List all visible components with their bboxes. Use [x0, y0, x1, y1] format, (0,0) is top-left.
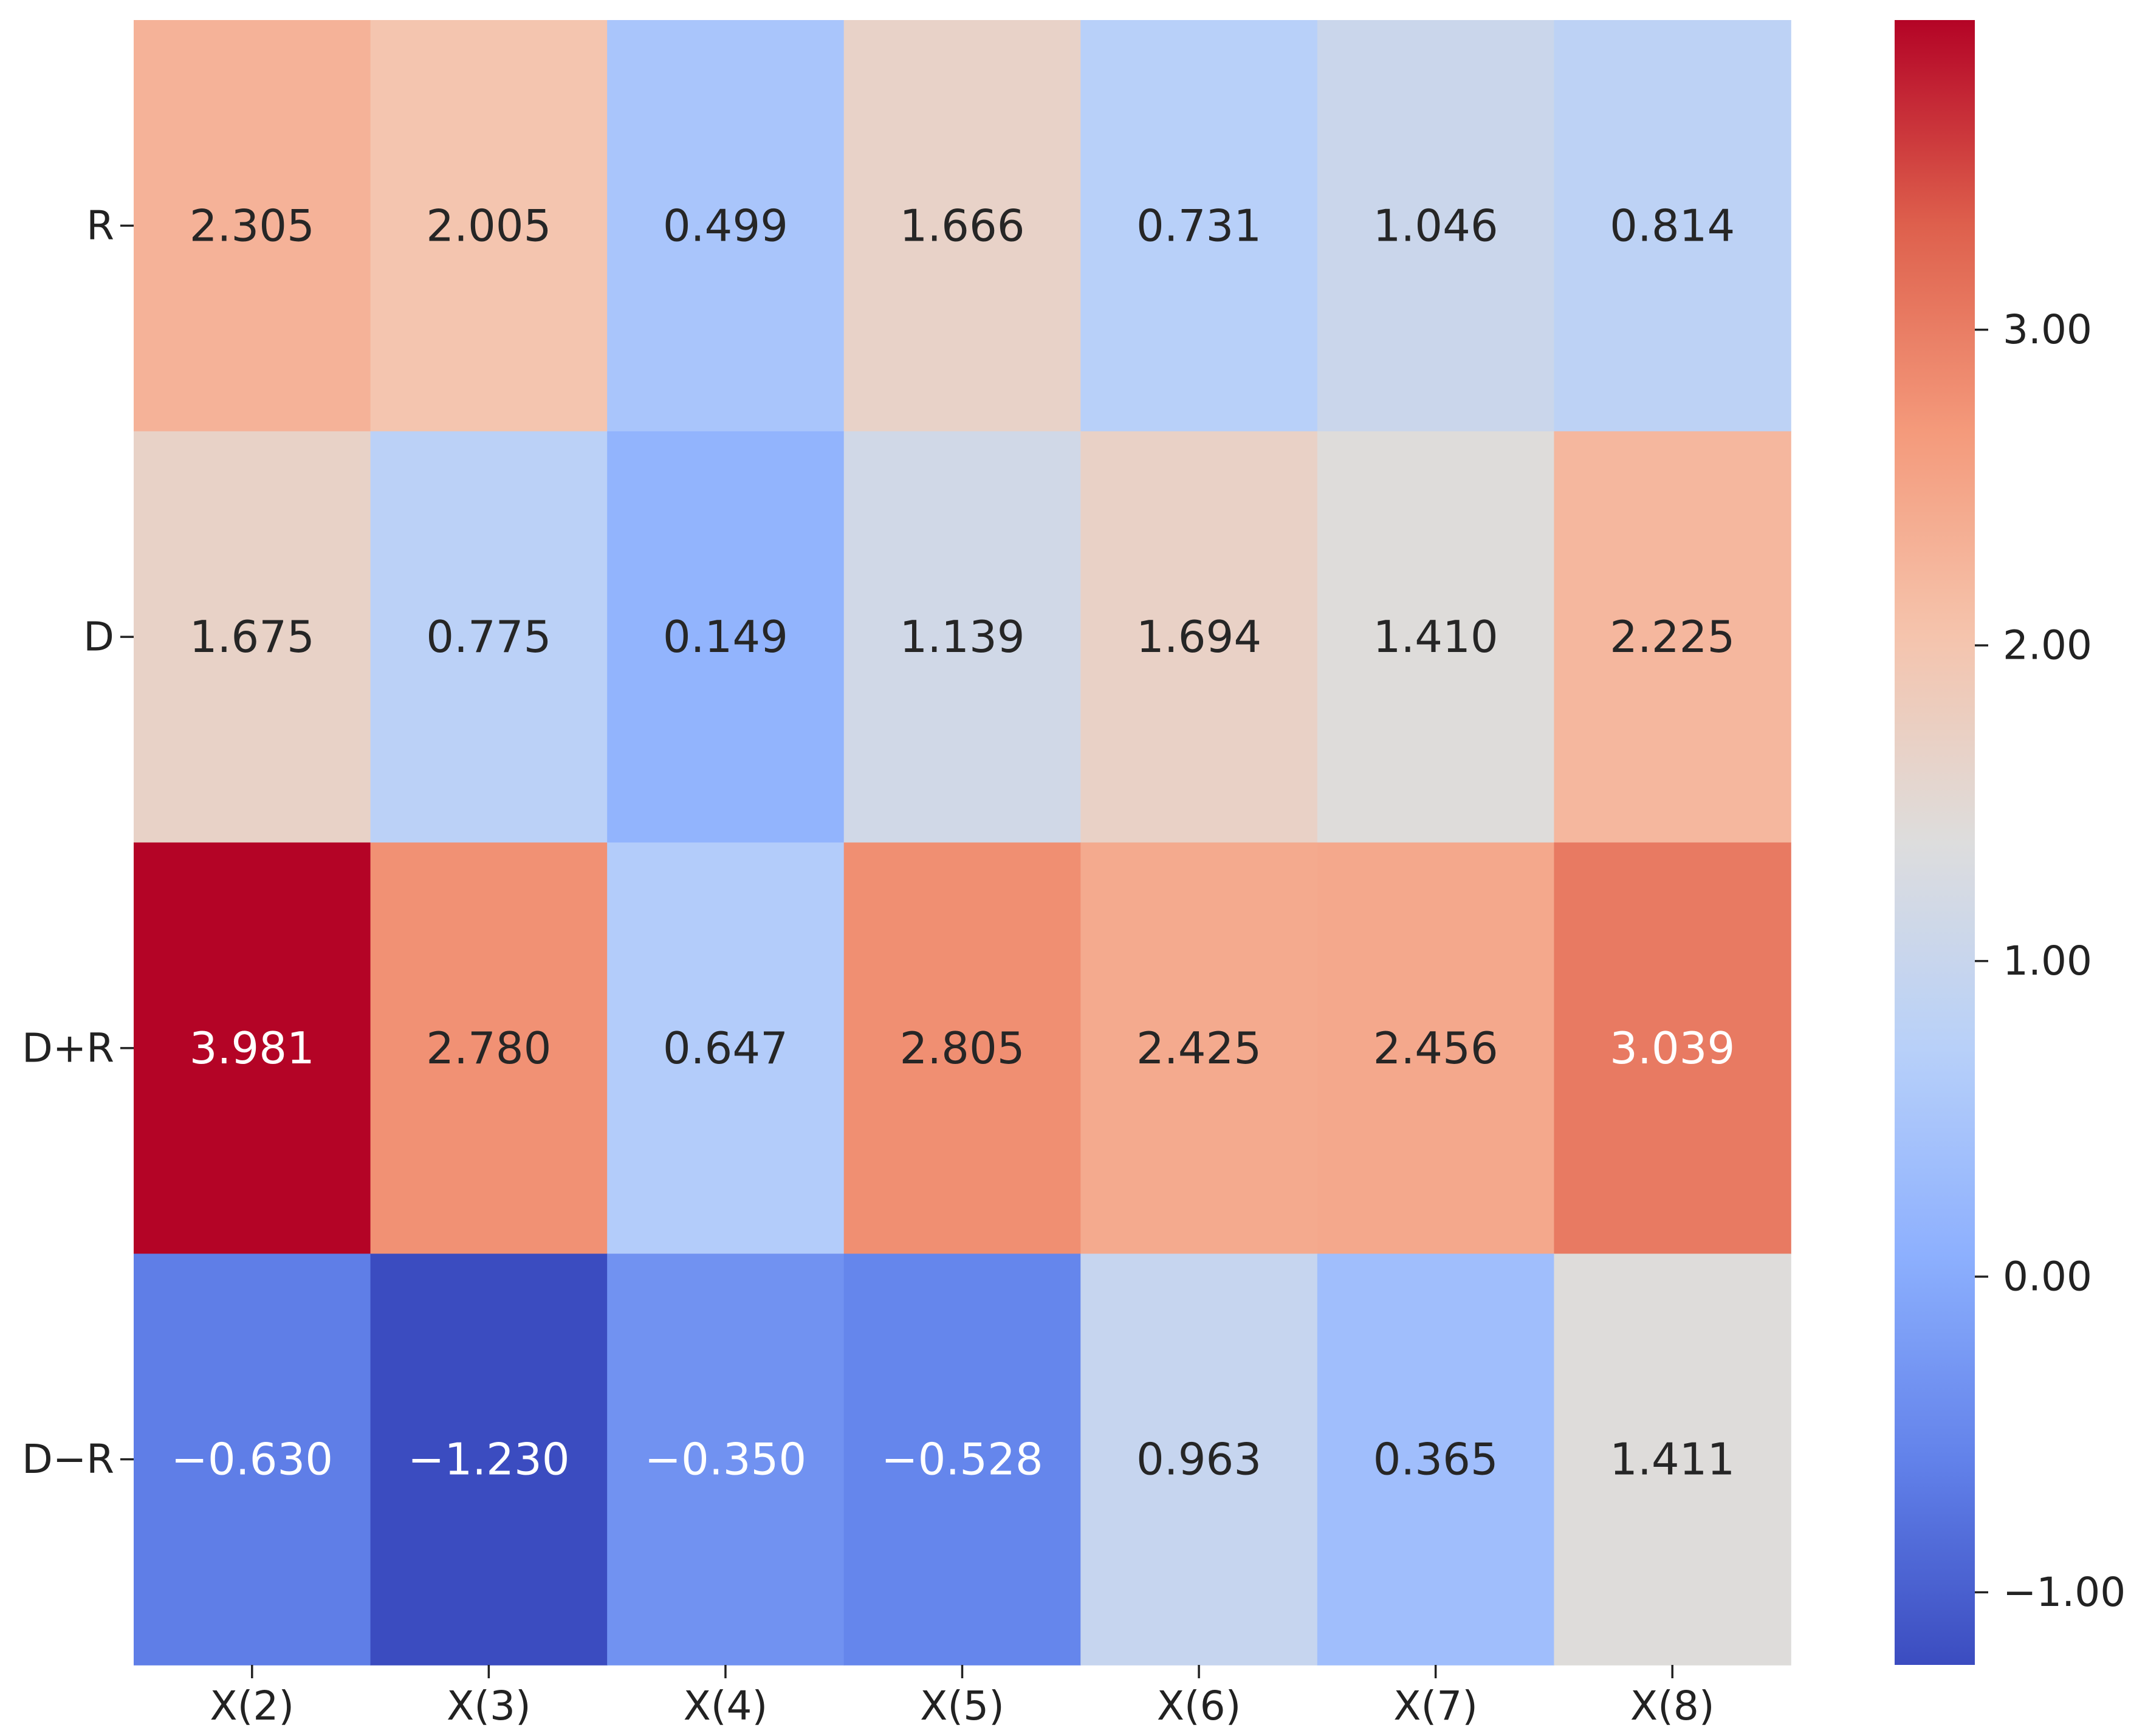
heatmap-cell: [370, 1254, 608, 1666]
cell-value-label: 0.647: [663, 1023, 788, 1074]
x-tick-label: X(7): [1393, 1683, 1478, 1729]
heatmap-cell: [1317, 842, 1555, 1255]
cell-value-label: 0.149: [663, 611, 788, 662]
heatmap-cell: [370, 842, 608, 1255]
heatmap-cell: [607, 20, 845, 432]
heatmap-cell: [1317, 20, 1555, 432]
heatmap-cell: [843, 20, 1082, 432]
heatmap-cell: [1080, 431, 1318, 843]
cell-value-label: 2.780: [426, 1023, 551, 1074]
cell-value-label: −1.230: [408, 1434, 569, 1485]
x-tick-label: X(2): [210, 1683, 294, 1729]
cell-value-label: 0.365: [1373, 1434, 1498, 1485]
colorbar-tick-label: 2.00: [2003, 622, 2092, 669]
heatmap-cell: [1554, 1254, 1791, 1666]
y-tick-label: D+R: [22, 1024, 114, 1071]
cell-value-label: 2.425: [1136, 1023, 1261, 1074]
cell-value-label: 1.694: [1136, 611, 1261, 662]
heatmap-cell: [843, 1254, 1082, 1666]
heatmap-cell: [843, 842, 1082, 1255]
heatmap-cell: [370, 20, 608, 432]
colorbar-tick-label: 0.00: [2003, 1254, 2092, 1300]
heatmap-cell: [134, 431, 371, 843]
heatmap-cell: [1554, 431, 1791, 843]
heatmap-cell: [607, 1254, 845, 1666]
x-tick-label: X(3): [447, 1683, 531, 1729]
x-tick-label: X(4): [684, 1683, 768, 1729]
cell-value-label: 2.456: [1373, 1023, 1498, 1074]
cell-value-label: 0.814: [1610, 200, 1735, 251]
cell-value-label: 1.046: [1373, 200, 1498, 251]
heatmap-cell: [1317, 431, 1555, 843]
colorbar-tick-label: −1.00: [2003, 1569, 2126, 1616]
cell-value-label: 1.411: [1610, 1434, 1735, 1485]
heatmap-cell: [134, 20, 371, 432]
cell-value-label: 2.805: [899, 1023, 1024, 1074]
cell-value-label: −0.350: [645, 1434, 806, 1485]
heatmap-cell: [1080, 1254, 1318, 1666]
cell-value-label: 1.666: [899, 200, 1024, 251]
x-tick-label: X(6): [1157, 1683, 1241, 1729]
x-tick-label: X(8): [1630, 1683, 1715, 1729]
cell-value-label: 1.410: [1373, 611, 1498, 662]
colorbar: [1895, 20, 1975, 1665]
heatmap-cell: [1317, 1254, 1555, 1666]
cell-value-label: 2.005: [426, 200, 551, 251]
colorbar-tick-label: 1.00: [2003, 938, 2092, 984]
heatmap-cell: [134, 842, 371, 1255]
y-tick-label: D−R: [22, 1436, 114, 1483]
cell-value-label: 0.499: [663, 200, 788, 251]
heatmap-cell: [843, 431, 1082, 843]
heatmap-cell: [1080, 20, 1318, 432]
cell-value-label: 1.139: [899, 611, 1024, 662]
cell-value-label: 2.225: [1610, 611, 1735, 662]
y-tick-label: R: [86, 202, 114, 249]
y-tick-label: D: [83, 614, 114, 660]
heatmap-cell: [607, 842, 845, 1255]
cell-value-label: −0.528: [881, 1434, 1043, 1485]
cell-value-label: 1.675: [190, 611, 315, 662]
x-tick-label: X(5): [920, 1683, 1004, 1729]
cell-value-label: −0.630: [171, 1434, 333, 1485]
cell-value-label: 2.305: [190, 200, 315, 251]
heatmap-cell: [1080, 842, 1318, 1255]
heatmap-cell: [134, 1254, 371, 1666]
cell-value-label: 0.775: [426, 611, 551, 662]
cell-value-label: 0.963: [1136, 1434, 1261, 1485]
cell-value-label: 3.981: [190, 1023, 315, 1074]
heatmap-cell: [1554, 842, 1791, 1255]
heatmap-cell: [1554, 20, 1791, 432]
heatmap-cell: [607, 431, 845, 843]
cell-value-label: 3.039: [1610, 1023, 1735, 1074]
heatmap-cell: [370, 431, 608, 843]
colorbar-tick-label: 3.00: [2003, 306, 2092, 353]
cell-value-label: 0.731: [1136, 200, 1261, 251]
